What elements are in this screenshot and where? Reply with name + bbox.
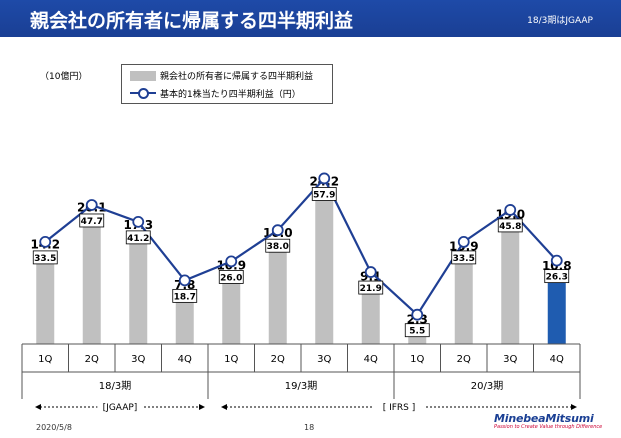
quarter-tick-label: 1Q xyxy=(224,354,238,365)
bar xyxy=(501,224,520,344)
eps-label-box xyxy=(358,280,384,295)
quarter-tick-label: 4Q xyxy=(550,354,564,365)
bar xyxy=(268,243,287,344)
footer-date: 2020/5/8 xyxy=(36,423,72,432)
eps-marker xyxy=(225,255,238,268)
bar xyxy=(454,256,473,344)
eps-value-label: 26.3 xyxy=(546,273,568,283)
eps-marker xyxy=(318,172,331,185)
title-bar: 親会社の所有者に帰属する四半期利益 18/3期はJGAAP xyxy=(0,0,621,37)
eps-label-box xyxy=(32,250,58,265)
eps-label-box xyxy=(404,323,430,338)
quarter-tick-label: 3Q xyxy=(317,354,331,365)
eps-line xyxy=(44,176,558,317)
bar xyxy=(82,217,101,344)
bar xyxy=(547,275,566,344)
eps-value-label: 57.9 xyxy=(313,190,335,200)
eps-value-label: 26.0 xyxy=(220,273,242,283)
eps-marker xyxy=(132,215,145,228)
eps-label-box xyxy=(265,238,291,253)
logo-tagline: Passion to Create Value through Differen… xyxy=(494,424,603,430)
standard-label: [ IFRS ] xyxy=(383,403,416,413)
legend-bar-swatch xyxy=(130,71,156,81)
eps-marker xyxy=(457,235,470,248)
legend-marker-swatch xyxy=(138,88,149,99)
eps-marker xyxy=(271,224,284,237)
company-logo: MinebeaMitsumi Passion to Create Value t… xyxy=(494,412,602,430)
quarter-tick-label: 1Q xyxy=(38,354,52,365)
eps-label-box xyxy=(172,288,198,303)
bar xyxy=(129,235,148,344)
eps-marker xyxy=(411,308,424,321)
eps-value-label: 33.5 xyxy=(34,254,56,264)
eps-label-box xyxy=(451,250,477,265)
eps-label-box xyxy=(497,218,523,233)
eps-value-label: 41.2 xyxy=(127,234,149,244)
quarter-tick-label: 2Q xyxy=(457,354,471,365)
eps-marker xyxy=(85,199,98,211)
bar xyxy=(361,286,380,344)
eps-value-label: 38.0 xyxy=(267,242,289,252)
eps-marker xyxy=(178,274,191,287)
logo-name: MinebeaMitsumi xyxy=(494,412,594,425)
eps-label-box xyxy=(125,230,151,245)
quarter-tick-label: 3Q xyxy=(131,354,145,365)
eps-marker xyxy=(39,235,52,248)
eps-label-box xyxy=(311,187,337,201)
page-title: 親会社の所有者に帰属する四半期利益 xyxy=(30,10,354,32)
legend-line-label: 基本的1株当たり四半期利益（円） xyxy=(160,90,301,100)
eps-value-label: 47.7 xyxy=(81,217,103,227)
eps-marker xyxy=(550,254,563,267)
quarter-tick-label: 2Q xyxy=(271,354,285,365)
eps-value-label: 33.5 xyxy=(453,254,475,264)
eps-label-box xyxy=(544,269,570,284)
unit-label: （10億円） xyxy=(40,72,88,82)
chart-legend: 親会社の所有者に帰属する四半期利益 基本的1株当たり四半期利益（円） xyxy=(121,64,333,104)
quarter-tick-label: 1Q xyxy=(410,354,424,365)
gaap-note: 18/3期はJGAAP xyxy=(527,16,593,26)
bar xyxy=(175,294,194,344)
standard-label-bg xyxy=(97,401,143,413)
quarter-tick-label: 2Q xyxy=(85,354,99,365)
quarter-tick-label: 3Q xyxy=(503,354,517,365)
eps-marker xyxy=(504,204,517,216)
fiscal-year-label: 18/3期 xyxy=(99,380,131,392)
bar xyxy=(222,275,241,344)
bar xyxy=(315,191,334,344)
eps-label-box xyxy=(79,213,105,228)
bar xyxy=(36,254,55,344)
eps-value-label: 18.7 xyxy=(174,292,196,302)
eps-value-label: 21.9 xyxy=(360,284,382,294)
page-number: 18 xyxy=(304,423,315,432)
quarter-tick-label: 4Q xyxy=(178,354,192,365)
quarter-tick-label: 4Q xyxy=(364,354,378,365)
eps-value-label: 45.8 xyxy=(499,222,521,232)
eps-value-label: 5.5 xyxy=(409,327,425,337)
eps-label-box xyxy=(218,269,244,284)
legend-bar-label: 親会社の所有者に帰属する四半期利益 xyxy=(160,72,314,82)
fiscal-year-label: 20/3期 xyxy=(471,380,503,392)
eps-marker xyxy=(364,266,377,278)
standard-label-bg xyxy=(373,401,425,413)
fiscal-year-label: 19/3期 xyxy=(285,380,317,392)
standard-label: [JGAAP] xyxy=(103,403,138,413)
